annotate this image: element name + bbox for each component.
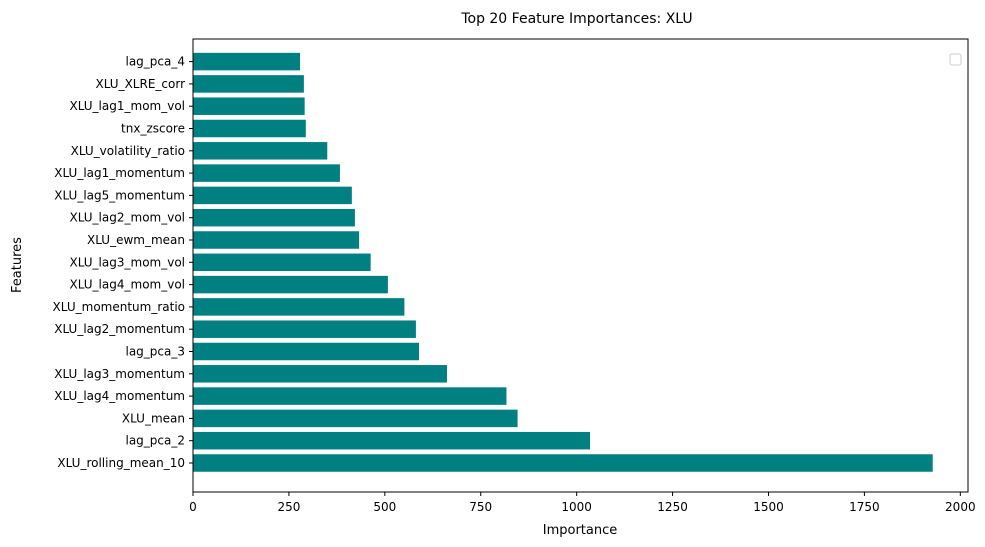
bar (193, 365, 447, 383)
bar (193, 52, 301, 71)
y-tick-label: lag_pca_3 (125, 345, 185, 359)
bar (193, 164, 340, 182)
bar (193, 409, 518, 428)
bar (193, 298, 405, 316)
y-tick-label: XLU_lag4_mom_vol (69, 278, 185, 292)
bar (193, 431, 591, 450)
y-tick-label: XLU_momentum_ratio (53, 300, 185, 314)
y-tick-label: XLU_ewm_mean (87, 233, 185, 247)
y-tick-label: XLU_lag2_momentum (54, 322, 185, 336)
plot-frame (192, 38, 969, 493)
bar (193, 231, 360, 249)
y-axis-label: Features (10, 237, 25, 293)
bar (193, 186, 352, 205)
y-tick-label: XLU_mean (122, 411, 185, 425)
x-tick-label: 1000 (561, 500, 592, 514)
y-axis-ticks: XLU_rolling_mean_10 lag_pca_2 XLU_mean XLU_… (53, 55, 193, 470)
y-tick-label: tnx_zscore (121, 122, 185, 136)
bar (193, 320, 416, 338)
x-tick-label: 1500 (753, 500, 784, 514)
bar (193, 253, 371, 272)
y-tick-label: lag_pca_2 (125, 434, 185, 448)
bar (193, 75, 304, 93)
x-axis-label: Importance (543, 523, 618, 538)
bar (193, 454, 933, 472)
y-tick-label: XLU_lag1_mom_vol (69, 99, 185, 113)
x-tick-label: 1750 (849, 500, 880, 514)
x-axis-ticks: 0 250 500 750 1000 1250 1500 1750 2000 (189, 492, 976, 514)
y-tick-label: XLU_lag4_momentum (54, 389, 185, 403)
bar (193, 142, 328, 160)
chart-title: Top 20 Feature Importances: XLU (460, 11, 692, 27)
y-tick-label: XLU_volatility_ratio (71, 144, 185, 158)
y-tick-label: XLU_lag3_momentum (54, 367, 185, 381)
legend-box (949, 53, 962, 66)
x-tick-label: 1250 (657, 500, 688, 514)
bars-group (193, 52, 933, 472)
bar (193, 97, 305, 115)
bar (193, 119, 306, 138)
bar (193, 342, 419, 361)
x-tick-label: 750 (469, 500, 492, 514)
bar (193, 275, 388, 294)
y-tick-label: XLU_lag1_momentum (54, 166, 185, 180)
y-tick-label: XLU_lag3_mom_vol (69, 255, 185, 269)
bar (193, 387, 507, 405)
y-tick-label: XLU_rolling_mean_10 (57, 456, 185, 470)
x-tick-label: 0 (189, 500, 197, 514)
x-tick-label: 500 (373, 500, 396, 514)
x-tick-label: 250 (277, 500, 300, 514)
y-tick-label: lag_pca_4 (125, 55, 185, 69)
y-tick-label: XLU_XLRE_corr (95, 77, 185, 91)
bar (193, 208, 355, 227)
x-tick-label: 2000 (945, 500, 976, 514)
y-tick-label: XLU_lag5_momentum (54, 188, 185, 202)
y-tick-label: XLU_lag2_mom_vol (69, 211, 185, 225)
